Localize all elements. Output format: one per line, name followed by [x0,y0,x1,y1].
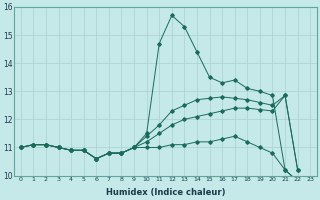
X-axis label: Humidex (Indice chaleur): Humidex (Indice chaleur) [106,188,225,197]
